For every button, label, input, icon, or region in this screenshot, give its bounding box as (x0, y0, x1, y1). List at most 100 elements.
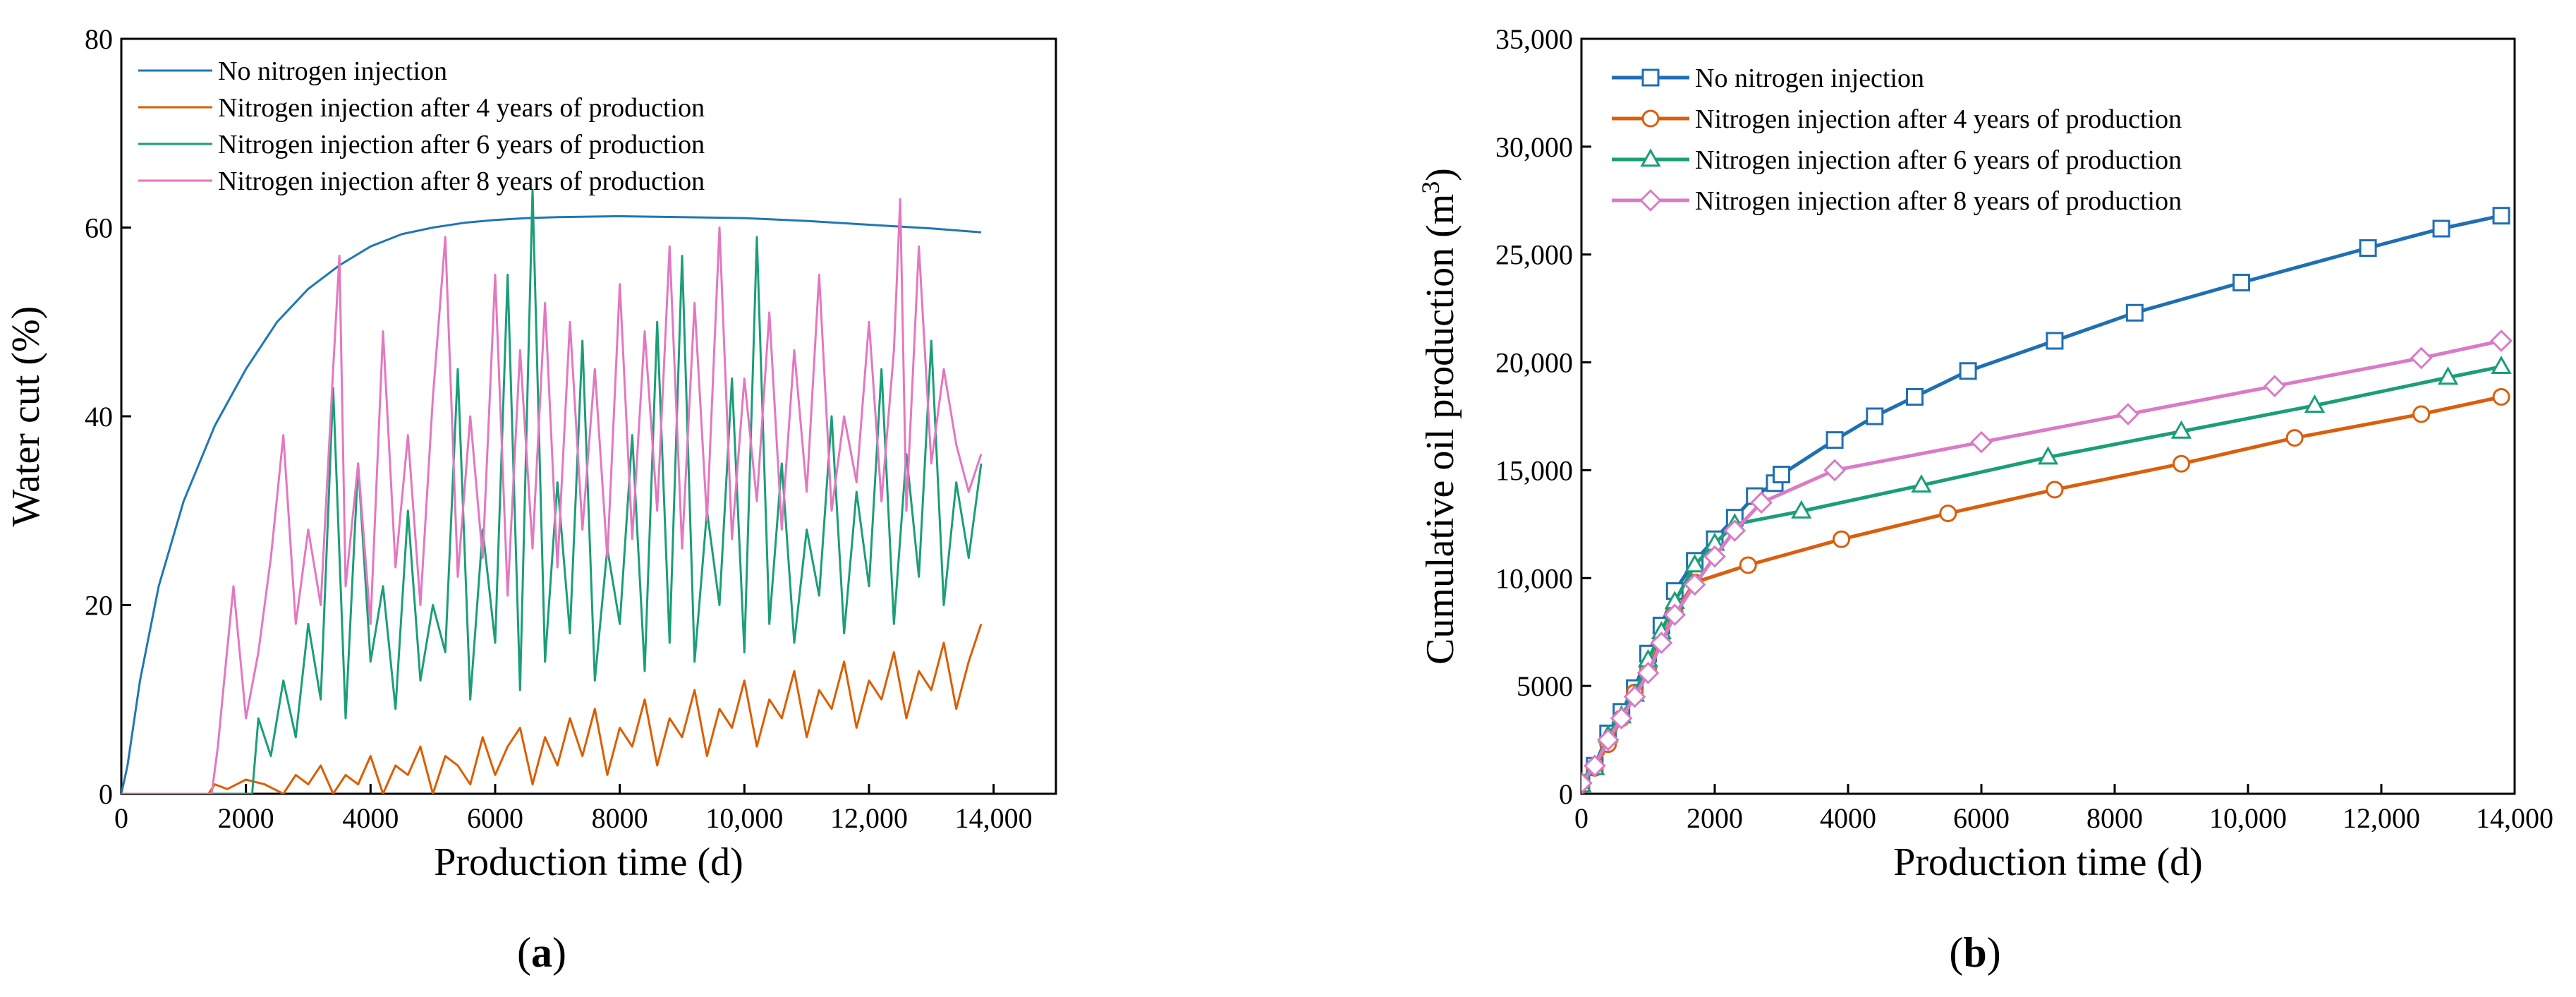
data-point-square (1825, 431, 1844, 449)
legend-label: No nitrogen injection (218, 56, 447, 86)
series-line-1 (121, 214, 982, 794)
legend-label: Nitrogen injection after 8 years of prod… (218, 167, 705, 196)
series-line-2 (121, 623, 983, 794)
series-line-1 (1581, 214, 2502, 785)
x-tick-label: 0 (1574, 802, 1588, 834)
x-tick-label: 8000 (2086, 802, 2143, 834)
data-point-triangle (1911, 474, 1932, 493)
y-tick-label: 10,000 (1495, 562, 1573, 594)
data-point-square (2432, 219, 2450, 238)
x-tick-label: 2000 (218, 802, 274, 834)
data-point-triangle (1684, 554, 1706, 573)
data-point-circle (2285, 429, 2304, 447)
data-point-diamond (1970, 430, 1993, 454)
legend-label: Nitrogen injection after 6 years of prod… (218, 130, 705, 159)
panel-b-cumulative-oil-chart: 0 2000 4000 6000 8000 10,000 12,000 14,000 0 5000… (1416, 23, 2553, 976)
data-point-triangle (2170, 420, 2192, 439)
y-tick-label: 0 (99, 778, 113, 810)
data-point-diamond (1683, 573, 1706, 596)
series-group (121, 188, 983, 794)
data-point-square (1906, 387, 1924, 406)
data-point-diamond (1596, 728, 1620, 751)
data-point-circle (2173, 454, 2190, 473)
legend: No nitrogen injection Nitrogen injection … (138, 56, 705, 196)
data-point-square (1866, 407, 1884, 425)
panel-a-water-cut-chart: 0 2000 4000 6000 8000 10,000 12,000 14,000 0 20 40… (4, 23, 1057, 976)
x-tick-label: 12,000 (2343, 802, 2420, 834)
data-point-diamond (1750, 491, 1773, 514)
data-point-triangle (2304, 394, 2326, 413)
data-point-diamond (1584, 754, 1606, 778)
x-tick-label: 14,000 (2476, 802, 2553, 834)
panel-label-close: ) (552, 929, 566, 976)
x-tick-label: 10,000 (2209, 802, 2287, 834)
y-tick-label: 15,000 (1495, 454, 1573, 486)
data-point-circle (2492, 387, 2510, 406)
legend-label: Nitrogen injection after 4 years of prod… (218, 93, 705, 123)
data-point-diamond (2410, 346, 2433, 370)
data-point-square (2232, 273, 2251, 291)
data-point-square (2046, 332, 2064, 350)
data-point-square (2125, 303, 2144, 322)
data-point-diamond (1663, 603, 1687, 627)
data-point-diamond (1823, 459, 1846, 482)
y-tick-label: 60 (85, 212, 113, 244)
y-tick-label: 0 (1559, 778, 1573, 810)
data-point-triangle (1640, 148, 1661, 167)
legend-label: Nitrogen injection after 8 years of prod… (1695, 186, 2182, 216)
data-point-diamond (1723, 519, 1746, 542)
data-point-diamond (1610, 707, 1633, 730)
data-point-triangle (2437, 366, 2459, 385)
x-tick-label: 12,000 (830, 802, 908, 834)
data-point-diamond (1636, 661, 1660, 684)
y-tick-label: 40 (85, 401, 113, 433)
y-axis-title: Cumulative oil production (m3) (1416, 168, 1462, 665)
x-tick-label: 4000 (342, 802, 399, 834)
data-point-square (1773, 466, 1790, 484)
data-point-triangle (2491, 355, 2512, 374)
panel-label: (a) (517, 929, 566, 976)
y-tick-label: 80 (85, 23, 113, 55)
data-point-square (1641, 68, 1660, 87)
data-point-circle (2046, 481, 2064, 499)
panel-label-close: ) (1987, 929, 2001, 976)
legend-label: Nitrogen injection after 4 years of prod… (1695, 104, 2182, 134)
x-tick-label: 4000 (1820, 802, 1876, 834)
data-point-triangle (1791, 500, 1812, 519)
series-group (1581, 207, 2513, 794)
data-point-diamond (1623, 685, 1646, 708)
x-tick-label: 8000 (592, 802, 648, 834)
data-point-triangle (2037, 446, 2059, 465)
data-point-circle (1739, 556, 1757, 574)
y-tick-label: 25,000 (1495, 239, 1573, 271)
data-point-diamond (1650, 632, 1673, 654)
data-point-square (1959, 362, 1977, 380)
series-line-4 (121, 198, 983, 794)
data-point-circle (1641, 109, 1660, 128)
data-point-diamond (2490, 330, 2513, 352)
y-axis-title-superscript: 3 (1416, 181, 1445, 194)
plot-frame (1580, 37, 2516, 795)
panel-label-open: ( (517, 929, 531, 976)
y-tick-label: 20 (85, 590, 113, 622)
x-tick-label: 6000 (467, 802, 523, 834)
panel-label-open: ( (1949, 929, 1963, 976)
y-axis-title-suffix: ) (1418, 168, 1462, 181)
x-tick-label: 14,000 (955, 802, 1033, 834)
y-axis-title: Water cut (%) (4, 306, 48, 527)
data-point-diamond (1639, 189, 1662, 212)
panel-label-letter: a (531, 929, 552, 976)
data-point-circle (1939, 504, 1957, 523)
data-point-square (2492, 207, 2510, 225)
y-tick-label: 35,000 (1495, 23, 1573, 55)
data-point-diamond (2263, 375, 2286, 398)
data-point-circle (2412, 405, 2431, 423)
data-point-circle (1833, 530, 1851, 548)
panel-label: (b) (1949, 929, 2000, 976)
x-tick-label: 2000 (1687, 802, 1743, 834)
series-line-2 (1581, 395, 2502, 787)
legend-label: Nitrogen injection after 6 years of prod… (1695, 145, 2182, 175)
data-point-diamond (1581, 771, 1593, 794)
data-point-diamond (2117, 403, 2139, 425)
